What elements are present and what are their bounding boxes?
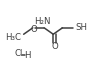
Text: H₂N: H₂N	[34, 17, 50, 26]
Text: Cl: Cl	[15, 49, 23, 58]
Text: O: O	[30, 25, 37, 34]
Text: SH: SH	[75, 23, 87, 32]
Text: H: H	[24, 51, 31, 60]
Text: H₃C: H₃C	[5, 33, 21, 42]
Text: O: O	[52, 42, 59, 51]
